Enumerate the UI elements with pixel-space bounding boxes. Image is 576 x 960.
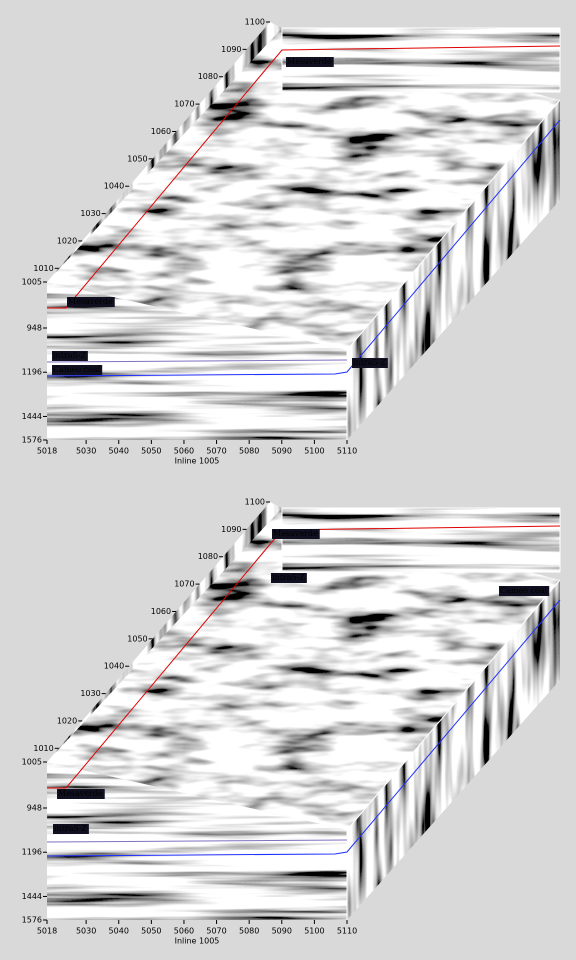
crossline-tick-label: 5018	[37, 447, 57, 456]
inline-tick-label: 1080	[198, 552, 218, 561]
back-face	[282, 508, 560, 572]
horizon-label: intra5-Z	[353, 358, 386, 367]
inline-tick-label: 1050	[127, 154, 147, 163]
crossline-tick-label: 5110	[337, 927, 357, 936]
inline-tick-label: 1100	[245, 18, 265, 27]
inline-tick-label: 1040	[104, 182, 124, 191]
crossline-tick-label: 5080	[239, 447, 259, 456]
crossline-tick-label: 5060	[174, 927, 194, 936]
inline-tick-label: 1070	[174, 580, 194, 589]
horizon-label: Mesaverde	[58, 789, 103, 798]
crossline-tick-label: 5100	[304, 447, 324, 456]
volume-panel: 1100 1090 1080 1070 1060 1050 1040 1030 1020 1010…	[22, 18, 560, 466]
inline-tick-label: 1020	[57, 236, 77, 245]
crossline-tick-label: 5060	[174, 447, 194, 456]
inline-tick-label: 1030	[80, 209, 100, 218]
crossline-tick-label: 5030	[76, 927, 96, 936]
crossline-tick-label: 5080	[239, 927, 259, 936]
volume-panel: 1100 1090 1080 1070 1060 1050 1040 1030 1020 1010…	[22, 498, 560, 946]
time-tick-label: 1576	[22, 436, 42, 445]
time-tick-label: 1576	[22, 916, 42, 925]
crossline-tick-label: 5100	[304, 927, 324, 936]
axis-label: Inline 1005	[175, 937, 220, 946]
crossline-tick-label: 5040	[109, 447, 129, 456]
time-tick-label: 1196	[22, 848, 42, 857]
inline-tick-label: 1020	[57, 716, 77, 725]
time-tick-label: 1196	[22, 368, 42, 377]
crossline-tick-label: 5040	[109, 927, 129, 936]
horizon-label: intra5-Z	[53, 351, 86, 360]
crossline-tick-label: 5050	[141, 447, 161, 456]
inline-tick-label: 1080	[198, 72, 218, 81]
horizon-label: Cameo coal	[53, 365, 101, 374]
inline-tick-label: 1010	[33, 744, 53, 753]
inline-tick-label: 1005	[22, 758, 42, 767]
horizon-label: Mesaverde	[287, 57, 332, 66]
time-tick-label: 948	[27, 804, 42, 813]
crossline-tick-label: 5090	[272, 927, 292, 936]
horizon-label: Mesaverde	[68, 297, 113, 306]
inline-tick-label: 1050	[127, 634, 147, 643]
inline-tick-label: 1100	[245, 498, 265, 507]
crossline-tick-label: 5018	[37, 927, 57, 936]
inline-tick-label: 1040	[104, 662, 124, 671]
inline-tick-label: 1010	[33, 264, 53, 273]
crossline-tick-label: 5070	[206, 927, 226, 936]
crossline-tick-label: 5110	[337, 447, 357, 456]
inline-tick-label: 1070	[174, 100, 194, 109]
time-tick-label: 948	[27, 324, 42, 333]
crossline-tick-label: 5050	[141, 927, 161, 936]
inline-tick-label: 1090	[221, 45, 241, 54]
inline-tick-label: 1030	[80, 689, 100, 698]
horizon-label: Mesaverde	[273, 529, 318, 538]
inline-tick-label: 1060	[151, 607, 171, 616]
time-tick-label: 1444	[22, 892, 42, 901]
crossline-tick-label: 5090	[272, 447, 292, 456]
inline-tick-label: 1090	[221, 525, 241, 534]
crossline-tick-label: 5030	[76, 447, 96, 456]
inline-tick-label: 1060	[151, 127, 171, 136]
horizon-label: intra5-Z	[272, 573, 305, 582]
crossline-tick-label: 5070	[206, 447, 226, 456]
horizon-label: intra5-Z	[54, 824, 87, 833]
time-tick-label: 1444	[22, 412, 42, 421]
horizon-label: Cameo coal	[500, 586, 548, 595]
seismic-views: 1100 1090 1080 1070 1060 1050 1040 1030 1020 1010…	[0, 0, 576, 960]
inline-tick-label: 1005	[22, 278, 42, 287]
axis-label: Inline 1005	[175, 457, 220, 466]
